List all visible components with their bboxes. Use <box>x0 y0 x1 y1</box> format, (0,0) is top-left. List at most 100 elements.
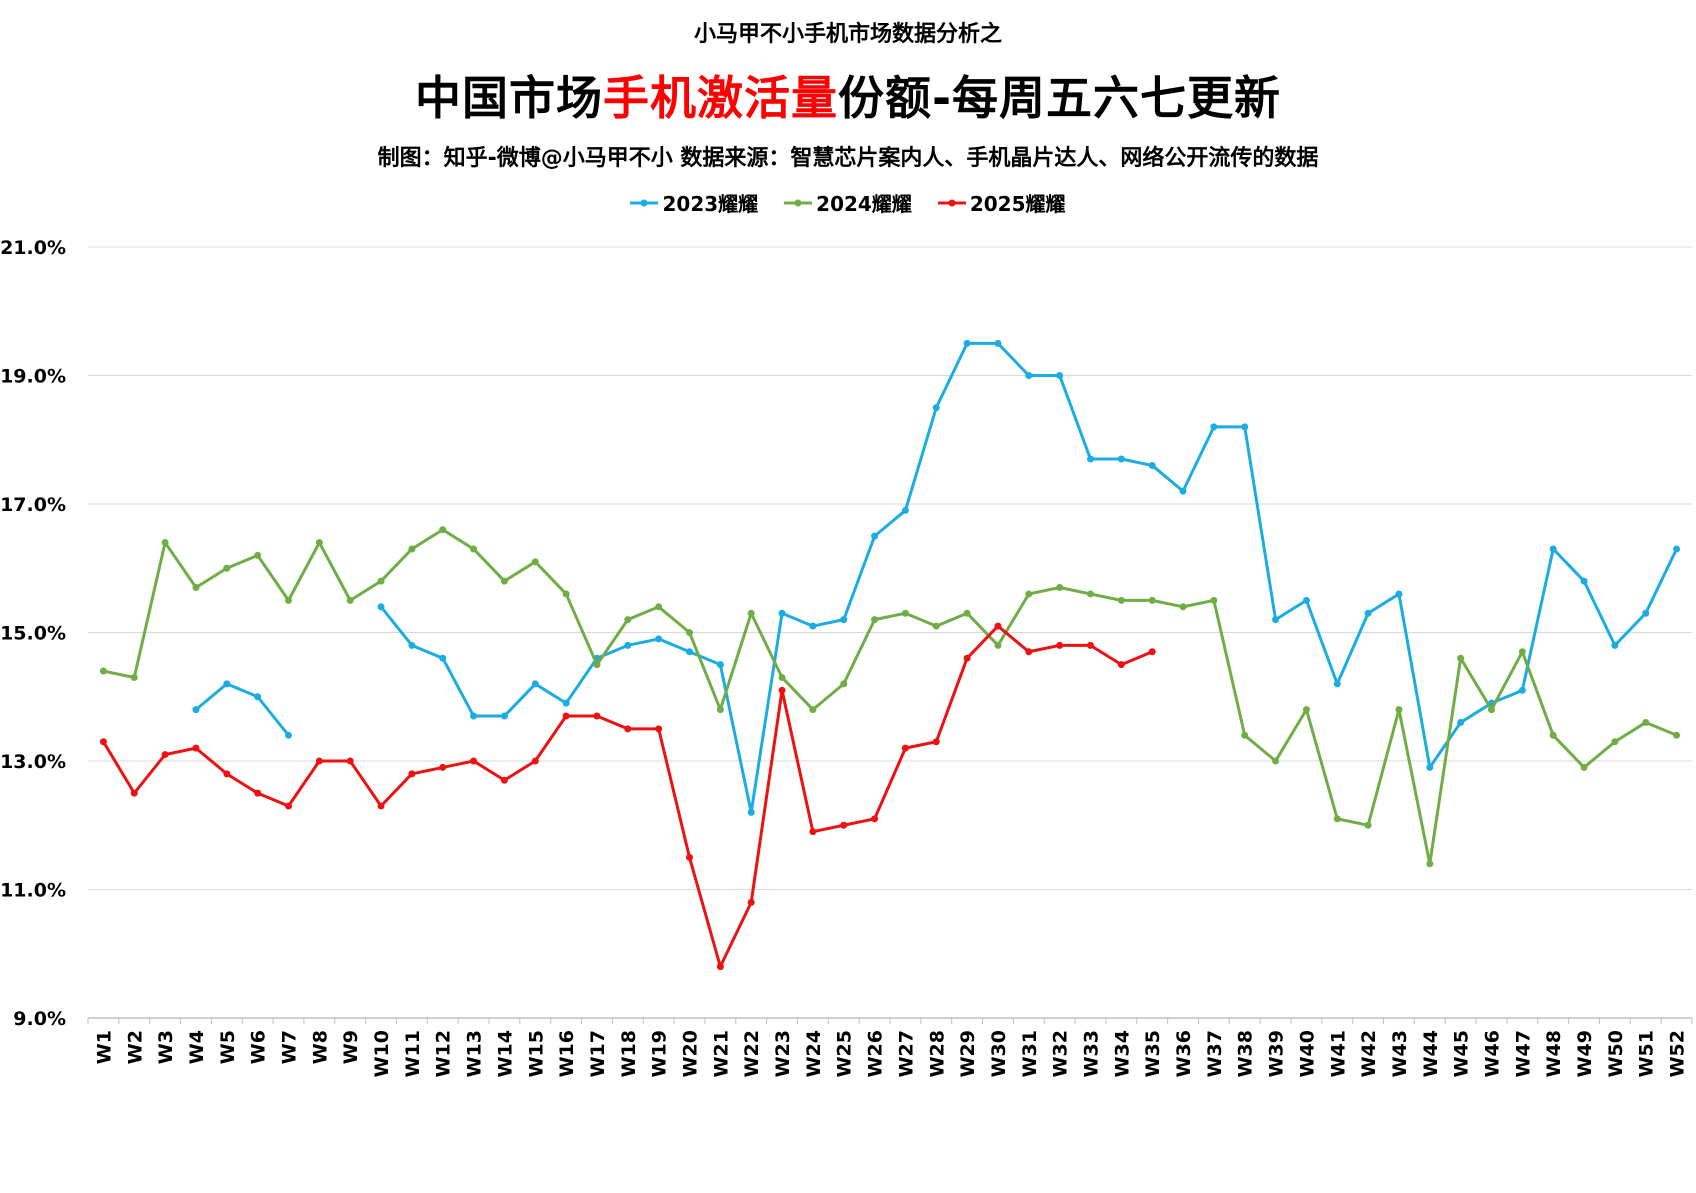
data-point <box>500 577 508 585</box>
data-point <box>470 712 478 720</box>
x-tick-label: W9 <box>340 1030 362 1064</box>
data-point <box>655 725 663 733</box>
x-tick-label: W6 <box>248 1030 270 1064</box>
y-tick-label: 15.0% <box>0 623 66 645</box>
data-point <box>285 731 292 739</box>
data-point <box>901 506 909 514</box>
data-point <box>624 616 632 624</box>
data-point <box>408 641 416 649</box>
data-point <box>871 532 879 540</box>
legend-swatch-2024 <box>784 199 813 206</box>
x-tick-label: W13 <box>464 1030 486 1077</box>
x-tick-label: W44 <box>1420 1030 1442 1077</box>
series-1 <box>192 339 1681 816</box>
data-point <box>192 744 200 752</box>
data-point <box>932 404 940 412</box>
data-point <box>285 596 292 604</box>
x-tick-label: W26 <box>865 1030 887 1077</box>
data-point <box>1117 661 1125 669</box>
data-point <box>161 751 169 759</box>
data-point <box>408 770 416 778</box>
x-tick-label: W7 <box>279 1030 301 1064</box>
data-point <box>809 828 817 836</box>
data-point <box>1364 609 1372 617</box>
x-tick-label: W16 <box>556 1030 578 1077</box>
data-point <box>963 339 971 347</box>
y-tick-label: 13.0% <box>0 751 66 773</box>
data-point <box>901 609 909 617</box>
data-point <box>1518 686 1526 694</box>
data-point <box>1148 648 1156 656</box>
chart-subtitle: 制图：知乎-微博@小马甲不小 数据来源：智慧芯片案内人、手机晶片达人、网络公开流… <box>377 146 1319 171</box>
x-tick-label: W14 <box>494 1030 516 1077</box>
x-tick-label: W25 <box>834 1030 856 1077</box>
data-point <box>1272 616 1280 624</box>
title-highlight: 手机激活量 <box>602 71 838 125</box>
x-tick-label: W12 <box>433 1030 455 1077</box>
series-2 <box>99 526 1681 868</box>
x-tick-label: W40 <box>1296 1030 1318 1077</box>
data-point <box>624 725 632 733</box>
data-point <box>315 757 323 765</box>
data-point <box>1148 461 1156 469</box>
x-tick-label: W49 <box>1574 1030 1596 1077</box>
data-point <box>377 603 385 611</box>
data-point <box>1210 596 1218 604</box>
x-tick-label: W10 <box>371 1030 393 1077</box>
data-point <box>994 339 1002 347</box>
x-tick-label: W31 <box>1019 1030 1041 1077</box>
data-point <box>716 661 724 669</box>
data-point <box>1426 860 1434 868</box>
data-point <box>439 526 447 534</box>
series-line <box>379 341 1679 814</box>
data-point <box>1426 763 1434 771</box>
data-point <box>686 648 693 656</box>
data-point <box>377 577 385 585</box>
chart-title: 中国市场手机激活量份额-每周五六七更新 <box>0 62 1696 128</box>
x-tick-label: W23 <box>772 1030 794 1077</box>
data-point <box>1025 590 1033 598</box>
data-point <box>1395 706 1403 714</box>
x-tick-label: W36 <box>1173 1030 1195 1077</box>
data-point <box>1148 596 1156 604</box>
x-tick-label: W39 <box>1266 1030 1288 1077</box>
data-point <box>1611 641 1619 649</box>
x-tick-label: W11 <box>402 1030 424 1077</box>
data-point <box>1087 641 1094 649</box>
data-point <box>716 963 724 971</box>
x-tick-label: W28 <box>926 1030 948 1077</box>
data-point <box>99 738 107 746</box>
x-tick-label: W38 <box>1235 1030 1257 1077</box>
data-point <box>99 667 107 675</box>
data-point <box>778 673 786 681</box>
data-point <box>439 763 447 771</box>
data-point <box>1056 372 1064 379</box>
data-point <box>686 629 693 636</box>
data-point <box>778 609 786 617</box>
title-part-3: 份额-每周五六七更新 <box>837 71 1282 125</box>
x-tick-label: W18 <box>618 1030 640 1077</box>
data-point <box>1333 815 1341 823</box>
data-point <box>1673 731 1681 739</box>
data-point <box>840 821 848 829</box>
data-point <box>963 654 971 662</box>
data-point <box>562 699 570 707</box>
x-tick-label: W46 <box>1482 1030 1504 1077</box>
data-point <box>1210 423 1218 431</box>
legend-label-2024: 2024耀耀 <box>816 192 912 216</box>
data-point <box>223 680 231 688</box>
x-tick-label: W47 <box>1512 1030 1534 1077</box>
data-point <box>778 686 786 694</box>
data-point <box>809 622 817 630</box>
data-point <box>1025 648 1033 656</box>
data-point <box>130 673 138 681</box>
x-tick-label: W48 <box>1543 1030 1565 1077</box>
legend-swatch-2025 <box>937 199 966 206</box>
data-point <box>1056 584 1064 592</box>
data-point <box>963 609 971 617</box>
data-point <box>932 738 940 746</box>
data-point <box>1457 654 1465 662</box>
data-point <box>655 635 663 643</box>
x-tick-label: W15 <box>525 1030 547 1077</box>
